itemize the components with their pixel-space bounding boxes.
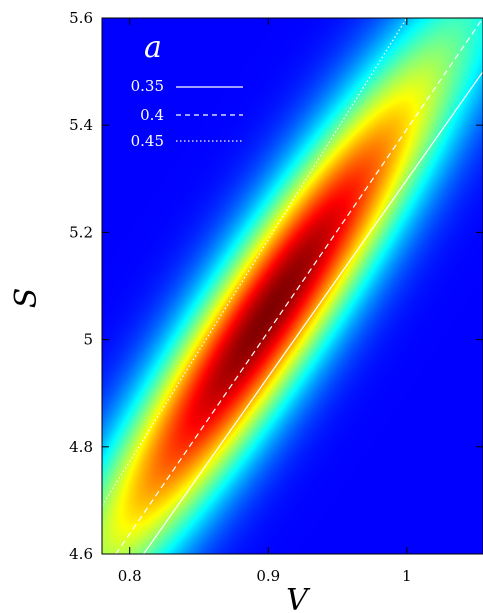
x-tick-label-0: 0.8 — [118, 567, 142, 585]
series-lines — [102, 18, 483, 554]
x-tick-label-2: 1 — [402, 567, 412, 585]
y-tick-label-2: 5 — [83, 331, 93, 349]
y-tick-label-1: 4.8 — [69, 438, 93, 456]
axis-ticks: 0.8 0.9 1 4.6 4.8 5 5.2 5.4 5.6 — [69, 9, 483, 585]
y-tick-label-5: 5.6 — [69, 9, 93, 27]
panel-label: a — [144, 30, 162, 65]
x-axis-title: V — [286, 583, 311, 613]
x-tick-label-1: 0.9 — [256, 567, 280, 585]
y-axis-title: S — [9, 288, 44, 309]
legend-label-0: 0.35 — [131, 77, 164, 95]
y-tick-label-0: 4.6 — [69, 545, 93, 563]
legend-label-2: 0.45 — [131, 132, 164, 150]
y-tick-label-3: 5.2 — [69, 223, 93, 241]
density-heatmap — [102, 18, 483, 554]
legend: 0.35 0.4 0.45 — [131, 77, 243, 150]
density-image — [102, 18, 483, 554]
y-tick-label-4: 5.4 — [69, 116, 93, 134]
series-line-1 — [115, 18, 483, 554]
series-line-0 — [143, 71, 483, 554]
legend-label-1: 0.4 — [140, 106, 164, 124]
plot-frame — [101, 17, 483, 555]
